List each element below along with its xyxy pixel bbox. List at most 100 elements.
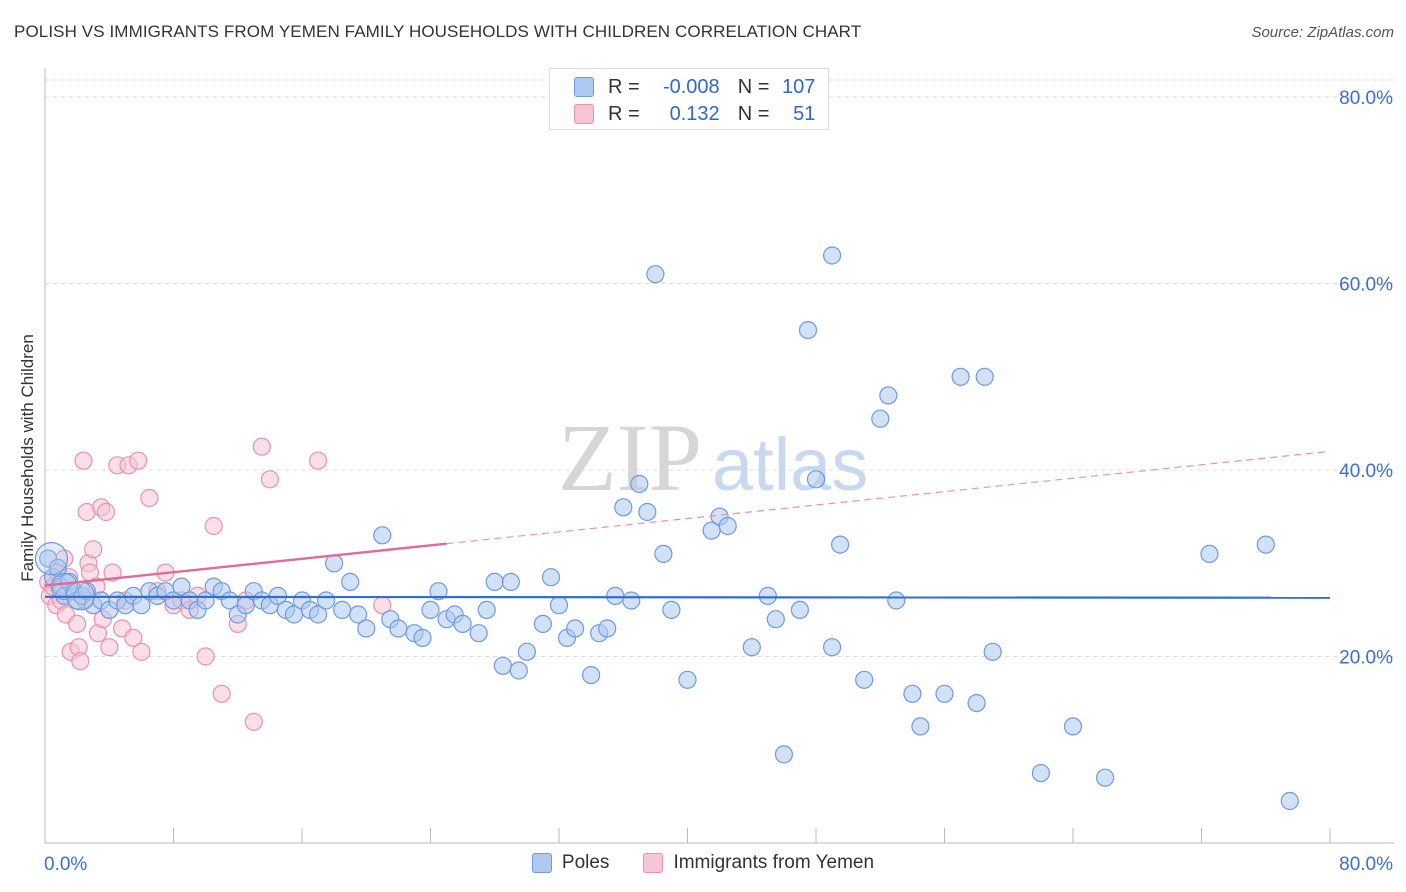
yemen-r-value: 0.132 — [669, 102, 720, 125]
poles-swatch — [574, 77, 594, 97]
point-poles-41 — [333, 600, 352, 620]
y-tick-label: 60.0% — [1339, 275, 1393, 296]
point-poles-72 — [622, 591, 641, 610]
point-poles-51 — [429, 582, 448, 601]
point-yemen-31 — [124, 628, 143, 648]
point-poles-38 — [309, 605, 328, 624]
legend-item-poles[interactable]: Poles — [531, 852, 610, 874]
point-poles-75 — [646, 265, 665, 284]
point-poles-83 — [758, 586, 777, 606]
watermark-atlas: atlas — [712, 423, 868, 506]
point-poles-101 — [975, 367, 994, 386]
point-poles-97 — [911, 717, 930, 736]
point-poles-66 — [565, 619, 585, 638]
point-yemen-26 — [103, 563, 122, 582]
tick-labels: 20.0% 40.0% 60.0% 80.0% 0.0% 80.0% — [44, 88, 1393, 875]
point-poles-87 — [798, 321, 818, 340]
point-poles-70 — [606, 586, 625, 606]
legend-item-yemen[interactable]: Immigrants from Yemen — [643, 852, 874, 874]
point-yemen-49 — [309, 451, 328, 470]
point-poles-62 — [533, 614, 553, 634]
source-label: Source: ZipAtlas.com — [1251, 24, 1394, 41]
point-poles-108 — [1280, 791, 1299, 811]
point-poles-100 — [967, 693, 986, 713]
legend-label-yemen: Immigrants from Yemen — [673, 852, 875, 873]
point-yemen-34 — [140, 488, 159, 508]
y-axis-label: Family Households with Children — [18, 334, 37, 582]
trend-line-yemen-extended — [446, 450, 1331, 545]
watermark-zip: ZIP — [558, 404, 702, 511]
poles-n-label: N = — [737, 75, 770, 98]
trend-lines — [44, 450, 1331, 599]
point-poles-107 — [1256, 535, 1275, 554]
yemen-swatch — [574, 104, 594, 124]
point-poles-43 — [349, 605, 368, 624]
chart-title: POLISH VS IMMIGRANTS FROM YEMEN FAMILY H… — [14, 22, 862, 41]
point-poles-73 — [630, 474, 649, 494]
point-poles-95 — [887, 591, 906, 610]
point-poles-96 — [903, 684, 922, 703]
point-poles-69 — [598, 619, 617, 638]
point-poles-58 — [493, 656, 512, 675]
trend-line-yemen — [44, 542, 447, 587]
point-poles-98 — [935, 684, 954, 703]
y-tick-label: 80.0% — [1339, 88, 1393, 109]
y-tick-label: 20.0% — [1339, 648, 1393, 669]
point-poles-55 — [469, 624, 488, 643]
point-poles-85 — [774, 745, 794, 764]
point-poles-86 — [790, 600, 810, 620]
point-poles-45 — [373, 526, 392, 545]
point-yemen-41 — [196, 647, 215, 666]
x-tick-label-start: 0.0% — [44, 854, 87, 875]
point-poles-81 — [718, 516, 737, 536]
point-poles-40 — [325, 554, 344, 573]
point-poles-89 — [822, 246, 842, 265]
y-tick-label: 40.0% — [1339, 461, 1393, 482]
point-yemen-42 — [204, 516, 223, 536]
point-poles-49 — [413, 628, 432, 648]
point-poles-77 — [662, 600, 681, 620]
point-yemen-14 — [74, 451, 93, 470]
point-poles-cluster-1 — [50, 572, 78, 601]
point-poles-21 — [172, 577, 191, 596]
point-poles-106 — [1200, 544, 1219, 564]
point-yemen-48 — [260, 470, 279, 489]
poles-n-value: 107 — [782, 75, 816, 98]
series-poles — [34, 246, 1299, 811]
point-poles-82 — [742, 638, 761, 657]
point-poles-84 — [766, 610, 785, 629]
watermark: ZIP atlas — [558, 404, 868, 511]
point-yemen-11 — [67, 614, 87, 634]
point-yemen-19 — [84, 540, 103, 559]
trend-line-poles — [44, 595, 1331, 599]
point-poles-104 — [1063, 717, 1083, 736]
point-poles-67 — [581, 665, 601, 685]
point-poles-44 — [357, 619, 376, 638]
point-poles-103 — [1031, 763, 1051, 783]
point-poles-90 — [830, 535, 850, 554]
point-poles-61 — [517, 642, 537, 661]
legend-swatch-poles — [531, 853, 552, 873]
gridlines — [45, 79, 1394, 657]
point-poles-57 — [485, 572, 504, 592]
point-yemen-25 — [100, 638, 119, 657]
point-poles-105 — [1095, 768, 1115, 787]
point-poles-47 — [389, 619, 408, 638]
legend-swatch-yemen — [643, 853, 664, 873]
point-poles-74 — [638, 502, 657, 522]
point-yemen-13 — [71, 652, 90, 671]
stats-legend: R = -0.008 N = 107 R = 0.132 N = 51 — [549, 68, 829, 130]
point-poles-50 — [421, 600, 440, 620]
point-yemen-33 — [132, 642, 151, 661]
point-poles-91 — [822, 638, 842, 657]
point-yemen-43 — [212, 684, 231, 703]
point-poles-92 — [855, 670, 874, 689]
point-poles-71 — [614, 498, 633, 517]
point-poles-39 — [317, 591, 336, 610]
bottom-legend: Poles Immigrants from Yemen — [0, 852, 1406, 874]
x-tick-label-end: 80.0% — [1339, 854, 1393, 875]
point-poles-99 — [951, 367, 970, 386]
legend-label-poles: Poles — [561, 852, 610, 873]
point-poles-64 — [549, 596, 569, 615]
stats-row-poles: R = -0.008 N = 107 — [574, 74, 815, 100]
